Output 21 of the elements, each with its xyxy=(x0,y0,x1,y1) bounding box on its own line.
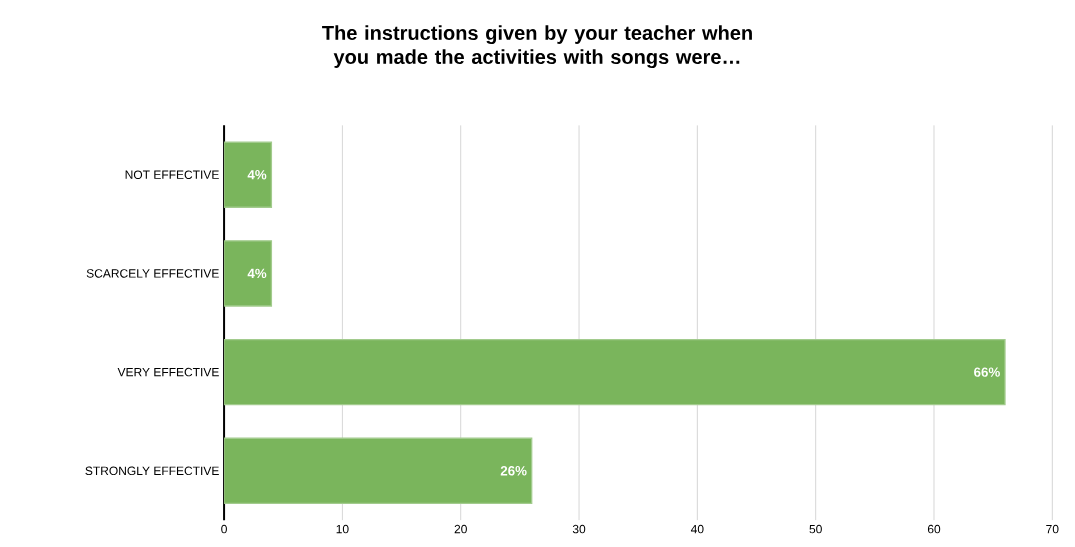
bar xyxy=(224,141,273,209)
x-tick-label: 40 xyxy=(690,524,704,534)
chart-title: The instructions given by your teacher when you made the activities with songs were… xyxy=(322,25,752,69)
bar xyxy=(224,240,273,307)
x-tick-label: 20 xyxy=(454,524,467,534)
data-label: 4% xyxy=(247,170,267,180)
bar xyxy=(224,437,533,505)
x-tick-label: 70 xyxy=(1046,524,1059,534)
x-tick-label: 60 xyxy=(927,524,941,534)
y-tick-label: SCARCELY EFFECTIVE xyxy=(86,269,219,278)
y-tick-label: STRONGLY EFFECTIVE xyxy=(85,466,219,476)
data-label: 66% xyxy=(974,367,1000,377)
y-tick-label: NOT EFFECTIVE xyxy=(125,170,219,180)
x-tick-label: 30 xyxy=(572,524,586,534)
data-label: 26% xyxy=(500,466,527,476)
data-label: 4% xyxy=(247,268,267,279)
y-tick-label: VERY EFFECTIVE xyxy=(117,367,219,377)
bar xyxy=(224,338,1006,406)
x-tick-label: 10 xyxy=(336,524,349,534)
x-tick-label: 50 xyxy=(809,524,822,534)
x-tick-label: 0 xyxy=(221,524,227,534)
